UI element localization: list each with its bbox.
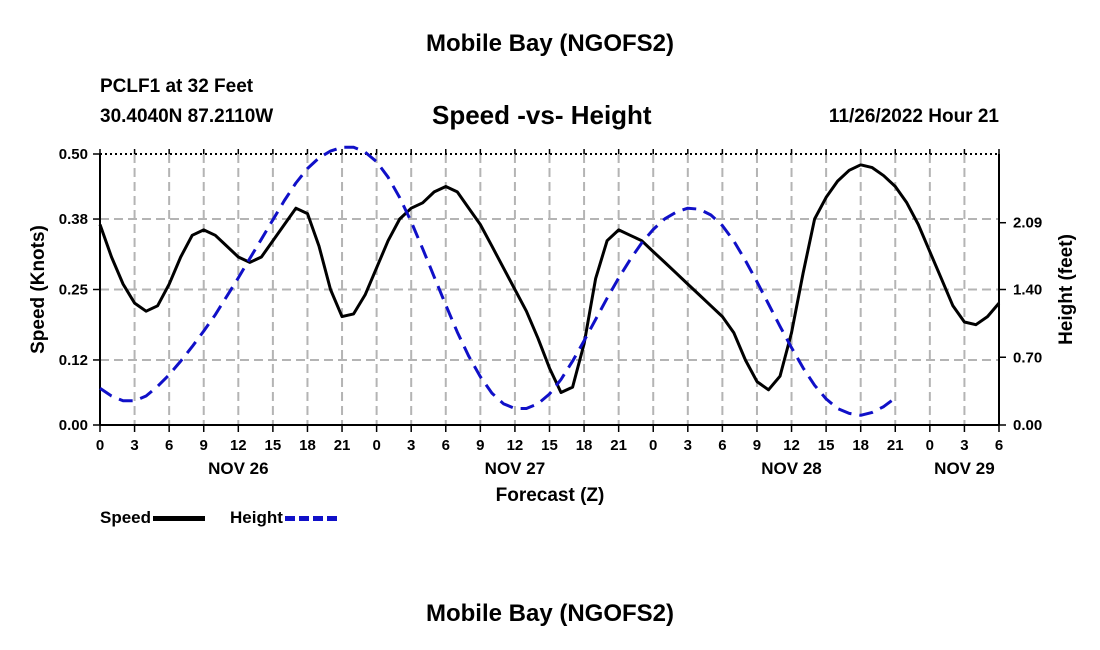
x-tick-label: 21: [887, 437, 904, 454]
chart-title-top: Mobile Bay (NGOFS2): [425, 30, 675, 57]
x-tick-label: 18: [576, 437, 593, 454]
y2-tick-label: 0.00: [1013, 417, 1042, 434]
x-tick-label: 21: [334, 437, 351, 454]
y-tick-label: 0.38: [59, 211, 88, 228]
series-line-height: [99, 145, 897, 417]
x-tick-label: 0: [926, 437, 934, 454]
x-tick-label: 6: [442, 437, 450, 454]
x-tick-label: 3: [684, 437, 692, 454]
legend-item-height: Height: [230, 508, 337, 528]
x-tick-label: 18: [299, 437, 316, 454]
x-tick-label: 6: [718, 437, 726, 454]
x-tick-label: 9: [200, 437, 208, 454]
x-tick-label: 12: [230, 437, 247, 454]
x-tick-label: 18: [852, 437, 869, 454]
x-tick-label: 12: [783, 437, 800, 454]
y-axis-label: Speed (Knots): [28, 225, 49, 354]
y2-tick-label: 1.40: [1013, 282, 1042, 299]
legend-item-speed: Speed: [100, 508, 206, 528]
x-tick-label: 15: [265, 437, 282, 454]
x-tick-label: 15: [818, 437, 835, 454]
y-tick-label: 0.50: [59, 146, 88, 163]
y2-tick-label: 0.70: [1013, 349, 1042, 366]
station-label: PCLF1 at 32 Feet: [100, 76, 254, 97]
y-tick-label: 0.00: [59, 417, 88, 434]
x-date-label: NOV 27: [485, 459, 545, 478]
x-axis-label: Forecast (Z): [496, 485, 605, 506]
x-tick-label: 0: [372, 437, 380, 454]
x-tick-label: 12: [507, 437, 524, 454]
chart-title-bottom: Mobile Bay (NGOFS2): [425, 600, 675, 627]
x-tick-label: 3: [960, 437, 968, 454]
legend-swatch-speed: [153, 515, 206, 521]
x-date-label: NOV 28: [761, 459, 821, 478]
y2-axis-label: Height (feet): [1056, 234, 1077, 345]
series-line-speed: [98, 163, 1001, 394]
x-tick-label: 0: [649, 437, 657, 454]
legend-label-speed: Speed: [100, 508, 152, 527]
x-date-label: NOV 26: [208, 459, 268, 478]
x-tick-label: 9: [753, 437, 761, 454]
chart-subtitle: Speed -vs- Height: [432, 100, 652, 130]
y-tick-label: 0.25: [59, 282, 88, 299]
x-tick-label: 6: [165, 437, 173, 454]
legend-swatch-height: [284, 515, 337, 521]
x-tick-label: 21: [610, 437, 627, 454]
x-tick-label: 9: [476, 437, 484, 454]
y2-tick-label: 2.09: [1013, 215, 1042, 232]
x-tick-label: 6: [995, 437, 1003, 454]
x-tick-label: 15: [541, 437, 558, 454]
x-tick-label: 3: [407, 437, 415, 454]
x-tick-label: 0: [96, 437, 104, 454]
legend-label-height: Height: [230, 508, 283, 527]
x-tick-label: 3: [130, 437, 138, 454]
x-date-label: NOV 29: [934, 459, 994, 478]
run-time-label: 11/26/2022 Hour 21: [828, 106, 999, 127]
coordinates-label: 30.4040N 87.2110W: [100, 106, 274, 127]
y-tick-label: 0.12: [59, 352, 88, 369]
